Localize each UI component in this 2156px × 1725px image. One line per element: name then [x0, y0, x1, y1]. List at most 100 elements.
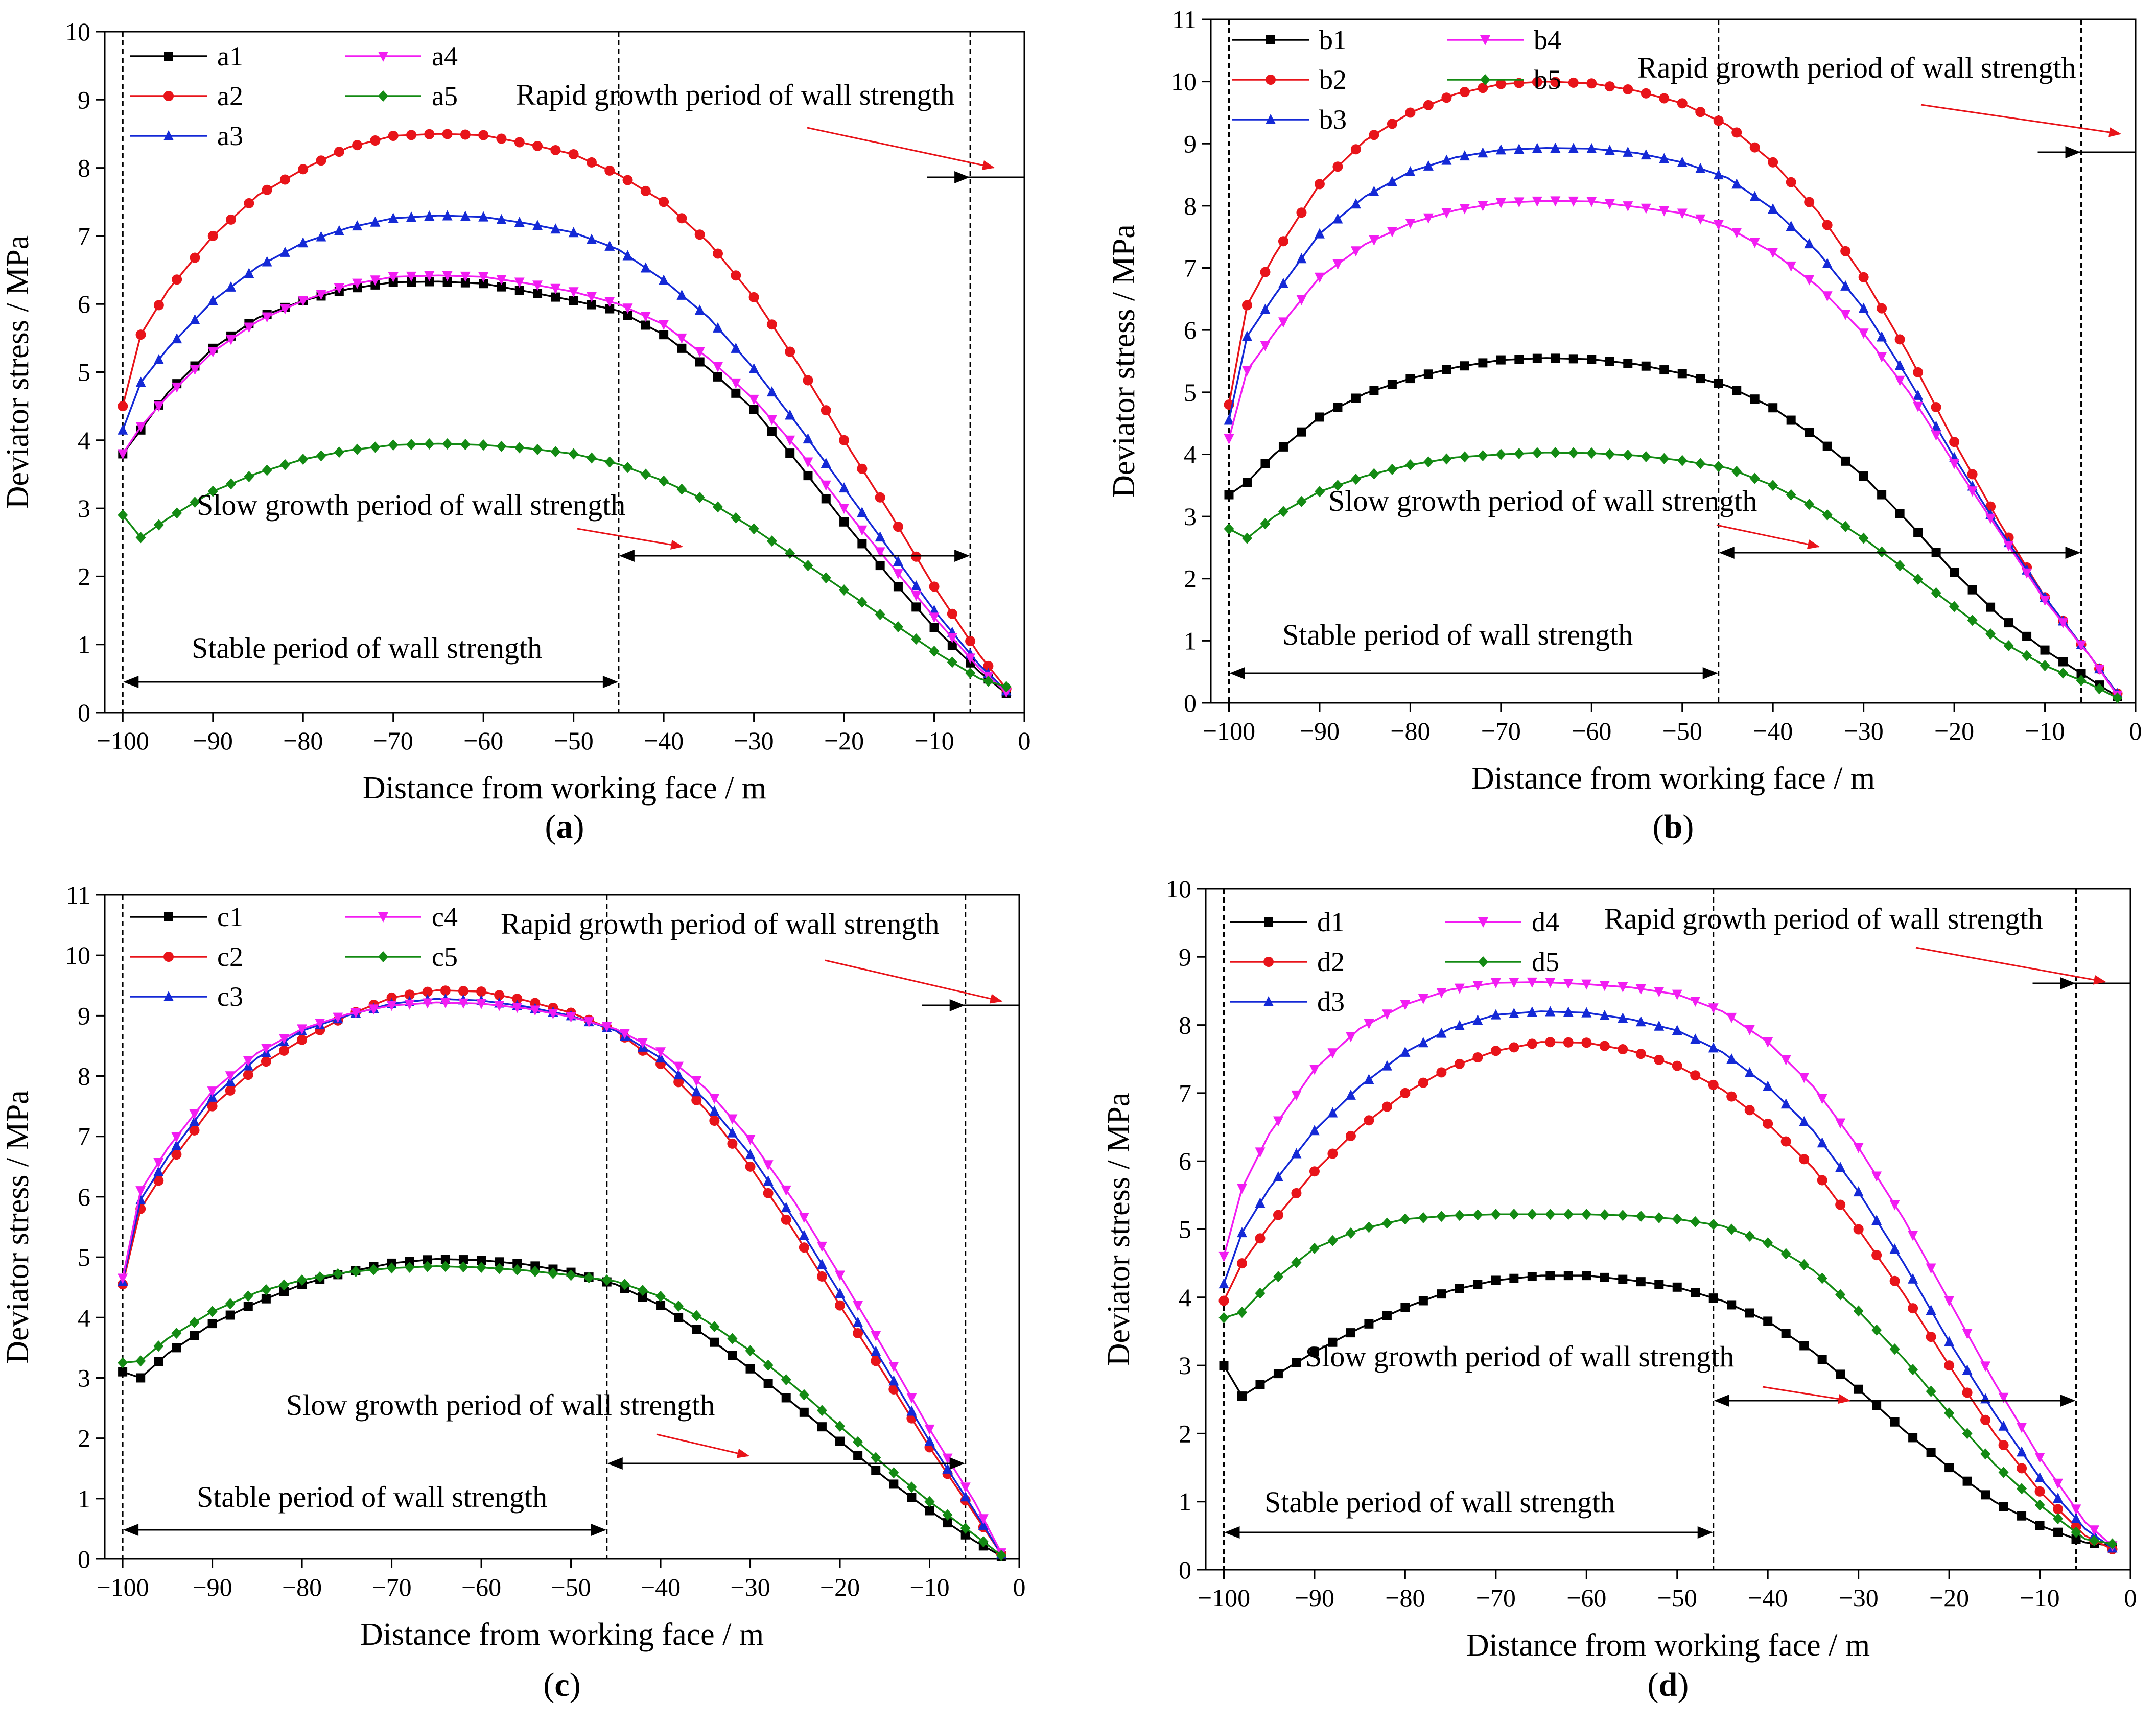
data-point-b5 — [1532, 447, 1542, 459]
x-tick-label: −60 — [461, 1573, 501, 1601]
stable-period-label: Stable period of wall strength — [192, 631, 542, 665]
data-point-c5 — [476, 1262, 487, 1273]
data-point-d2 — [1618, 1044, 1628, 1055]
data-point-b4 — [2022, 568, 2032, 579]
data-point-b5 — [1949, 601, 1960, 612]
data-point-b1 — [1551, 353, 1560, 363]
data-point-c3 — [960, 1491, 971, 1502]
panel-caption: (d) — [1648, 1666, 1689, 1704]
data-point-b1 — [1351, 393, 1361, 403]
data-point-a4 — [659, 320, 669, 330]
data-point-d3 — [1853, 1186, 1864, 1197]
data-point-a5 — [1001, 681, 1012, 693]
data-point-b2 — [1840, 246, 1851, 256]
data-point-b2 — [1749, 142, 1760, 153]
data-point-b2 — [1441, 92, 1452, 103]
y-tick-label: 9 — [1179, 942, 1191, 971]
data-point-d1 — [1763, 1316, 1773, 1326]
data-point-d1 — [1799, 1341, 1809, 1351]
data-point-b1 — [1514, 355, 1524, 364]
legend-marker-circle-marker — [163, 952, 174, 962]
series-d5 — [1218, 1209, 2118, 1550]
x-tick-label: −90 — [1295, 1584, 1334, 1612]
data-point-d4 — [1908, 1231, 1918, 1241]
data-point-b3 — [1478, 147, 1488, 158]
data-point-b1 — [1224, 490, 1234, 500]
data-point-b4 — [1822, 291, 1833, 302]
data-point-b3 — [1314, 228, 1325, 239]
data-point-d4 — [1255, 1147, 1266, 1158]
data-point-a2 — [424, 129, 435, 139]
data-point-d2 — [1472, 1052, 1483, 1063]
data-point-b3 — [1387, 176, 1397, 186]
panel-caption-letter: d — [1659, 1666, 1678, 1704]
data-point-d1 — [1400, 1303, 1410, 1312]
data-point-d3 — [1744, 1067, 1755, 1077]
data-point-b3 — [1296, 253, 1307, 264]
data-point-d4 — [1400, 1000, 1411, 1010]
data-point-a3 — [262, 256, 272, 267]
data-point-c1 — [440, 1255, 450, 1264]
data-point-c3 — [727, 1127, 738, 1138]
data-point-d4 — [1454, 983, 1465, 994]
legend-item-b5: b5 — [1447, 64, 1561, 95]
x-tick-label: −40 — [644, 726, 684, 755]
legend-marker-square-marker — [164, 912, 173, 921]
data-point-b1 — [1714, 379, 1723, 388]
x-tick-label: −10 — [2020, 1584, 2059, 1612]
series-line-c4 — [122, 1001, 1002, 1554]
data-point-a3 — [352, 220, 363, 231]
data-point-a4 — [586, 292, 597, 302]
rapid-pointer-arrow — [1915, 947, 2106, 985]
panel-caption-close: ) — [1682, 808, 1694, 845]
data-point-d1 — [1962, 1476, 1972, 1486]
data-point-a3 — [532, 220, 543, 230]
data-point-b3 — [1731, 178, 1742, 189]
data-point-b1 — [1532, 353, 1542, 363]
data-point-d3 — [1236, 1227, 1247, 1238]
data-point-b5 — [1858, 532, 1869, 544]
data-point-b2 — [1260, 267, 1271, 277]
x-tick-label: −10 — [914, 726, 954, 755]
data-point-c2 — [225, 1085, 236, 1096]
legend-marker-circle-marker — [1266, 75, 1276, 85]
data-point-a2 — [731, 270, 741, 281]
data-point-a1 — [425, 277, 434, 287]
data-point-b4 — [1224, 434, 1234, 445]
data-point-b1 — [1750, 394, 1760, 404]
data-point-b3 — [1586, 143, 1597, 154]
data-point-c4 — [189, 1109, 200, 1120]
data-point-c2 — [745, 1161, 756, 1172]
data-point-d4 — [1726, 1012, 1737, 1023]
data-point-c1 — [925, 1506, 934, 1516]
data-point-c4 — [458, 998, 468, 1009]
data-point-b4 — [1695, 214, 1706, 225]
data-point-a1 — [875, 561, 885, 571]
data-point-a3 — [713, 322, 723, 333]
data-point-d4 — [1926, 1263, 1936, 1274]
data-point-c4 — [171, 1132, 182, 1143]
y-tick-label: 3 — [78, 494, 90, 523]
data-point-b3 — [1532, 143, 1542, 153]
data-point-a4 — [857, 525, 868, 536]
data-point-a3 — [207, 295, 218, 305]
data-point-b2 — [1659, 93, 1670, 104]
data-point-a4 — [622, 303, 633, 314]
data-point-c5 — [978, 1536, 989, 1548]
data-point-c4 — [906, 1393, 917, 1404]
x-tick-label: −60 — [1566, 1584, 1606, 1612]
data-point-a5 — [659, 475, 669, 487]
x-tick-label: −80 — [283, 726, 323, 755]
x-axis-title: Distance from working face / m — [1466, 1628, 1870, 1663]
data-point-a4 — [352, 278, 363, 289]
data-point-a4 — [713, 362, 723, 372]
data-point-b5 — [1350, 474, 1361, 485]
data-point-a3 — [298, 237, 309, 248]
data-point-a4 — [911, 590, 922, 601]
data-point-a1 — [460, 278, 470, 288]
data-point-d4 — [1563, 979, 1574, 989]
data-point-d4 — [1381, 1009, 1392, 1020]
data-point-c5 — [601, 1274, 612, 1286]
data-point-b5 — [1713, 461, 1724, 472]
data-point-a4 — [244, 322, 254, 333]
